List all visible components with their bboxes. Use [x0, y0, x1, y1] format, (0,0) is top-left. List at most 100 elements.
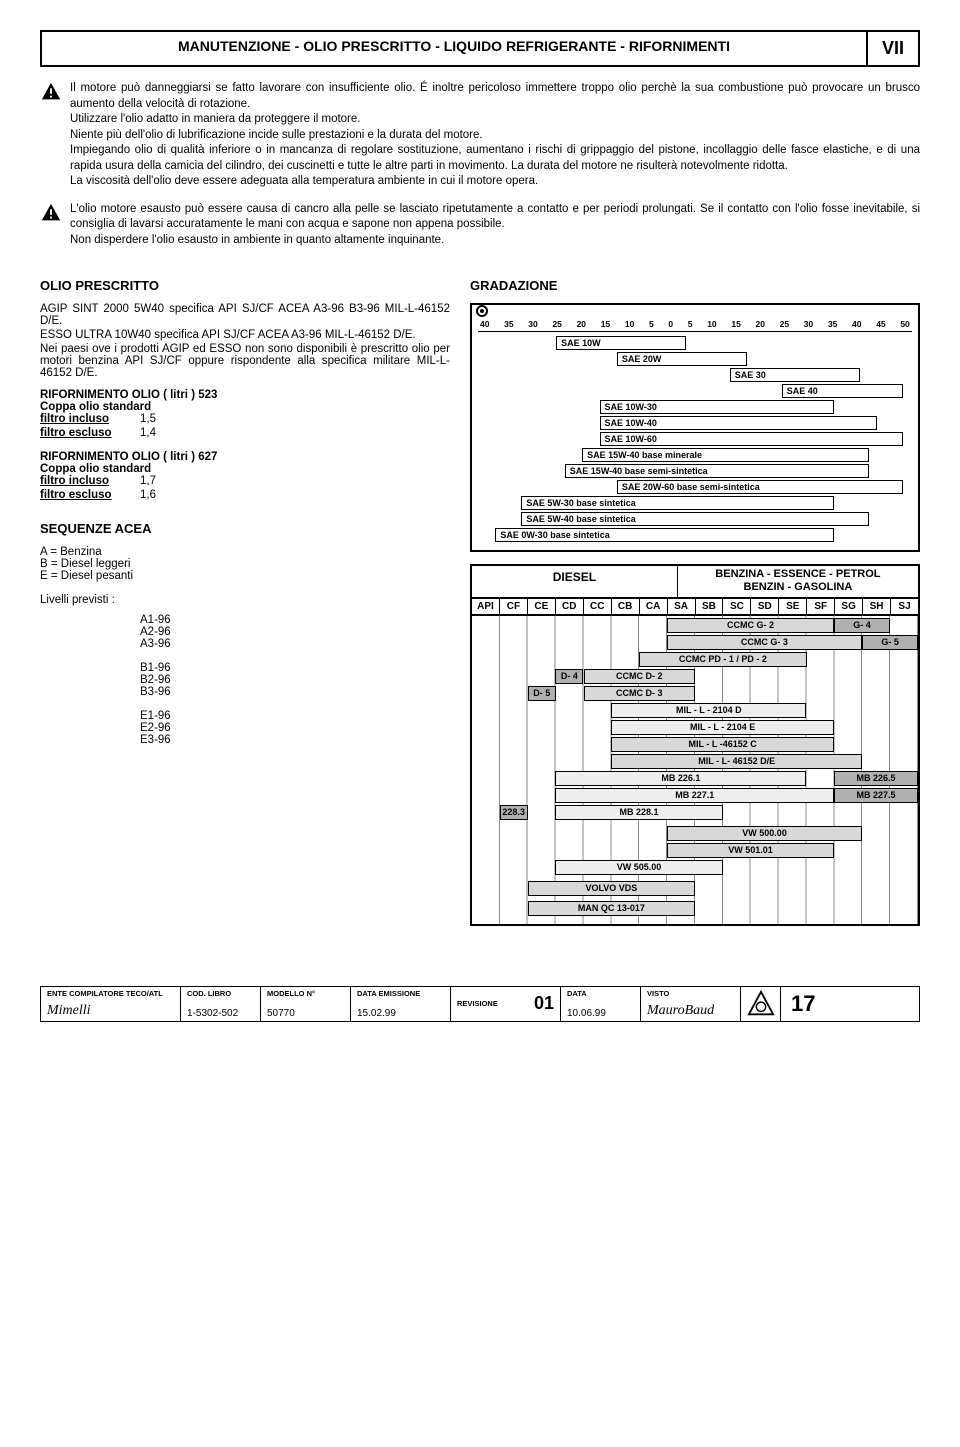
- api-columns: APICFCECDCCCBCASASBSCSDSESFSGSHSJ: [470, 599, 920, 616]
- warning-icon: [40, 81, 70, 190]
- diesel-label: DIESEL: [472, 566, 678, 596]
- warning-text: L'olio motore esausto può essere causa d…: [70, 202, 920, 249]
- api-spec-bar: MIL - L -46152 C: [611, 737, 834, 752]
- gradazione-chart: 40353025201510505101520253035404550 SAE …: [470, 303, 920, 552]
- coppa-627: Coppa olio standard: [40, 463, 450, 475]
- api-spec-bar: CCMC D- 3: [584, 686, 696, 701]
- api-spec-bar: MIL - L- 46152 D/E: [611, 754, 862, 769]
- api-spec-bar: VOLVO VDS: [528, 881, 695, 896]
- acea-legend-line: B = Diesel leggeri: [40, 558, 450, 570]
- acea-level: B1-96: [140, 662, 450, 674]
- api-column-header: SF: [807, 599, 835, 614]
- acea-level: E3-96: [140, 734, 450, 746]
- sae-grade-bar: SAE 0W-30 base sintetica: [495, 528, 834, 542]
- api-spec-bar: MIL - L - 2104 D: [611, 703, 806, 718]
- api-spec-bar: CCMC PD - 1 / PD - 2: [639, 652, 806, 667]
- api-spec-bar: D- 4: [555, 669, 583, 684]
- logo-icon: [747, 990, 775, 1018]
- signature-1: Mimelli: [47, 1003, 174, 1019]
- acea-level: E1-96: [140, 710, 450, 722]
- sae-grade-bar: SAE 5W-40 base sintetica: [521, 512, 868, 526]
- api-column-header: SD: [751, 599, 779, 614]
- gradazione-title: GRADAZIONE: [470, 278, 920, 293]
- api-spec-bar: G- 4: [834, 618, 890, 633]
- oil-para-1: AGIP SINT 2000 5W40 specifica API SJ/CF …: [40, 303, 450, 327]
- api-header: DIESEL BENZINA - ESSENCE - PETROL BENZIN…: [470, 564, 920, 598]
- oil-para-3: Nei paesi ove i prodotti AGIP ed ESSO no…: [40, 343, 450, 379]
- api-spec-bar: MB 227.5: [834, 788, 918, 803]
- sae-grade-bar: SAE 30: [730, 368, 860, 382]
- sae-grade-bar: SAE 40: [782, 384, 904, 398]
- api-spec-bar: MB 226.5: [834, 771, 918, 786]
- refill-523-title: RIFORNIMENTO OLIO ( litri ) 523: [40, 389, 450, 401]
- acea-level: [140, 698, 450, 710]
- acea-level: A1-96: [140, 614, 450, 626]
- signature-2: MauroBaud: [647, 1003, 734, 1019]
- header-title: MANUTENZIONE - OLIO PRESCRITTO - LIQUIDO…: [40, 30, 868, 67]
- refill-627-title: RIFORNIMENTO OLIO ( litri ) 627: [40, 451, 450, 463]
- api-column-header: CA: [640, 599, 668, 614]
- warning-icon: [40, 202, 70, 249]
- warning-block: L'olio motore esausto può essere causa d…: [40, 202, 920, 249]
- livelli-label: Livelli previsti :: [40, 594, 450, 606]
- acea-level: B2-96: [140, 674, 450, 686]
- api-spec-bar: CCMC G- 2: [667, 618, 834, 633]
- page-footer: ENTE COMPILATORE TECO/ATL Mimelli COD. L…: [40, 986, 920, 1022]
- api-column-header: CB: [612, 599, 640, 614]
- page-header: MANUTENZIONE - OLIO PRESCRITTO - LIQUIDO…: [40, 30, 920, 67]
- api-column-header: SH: [863, 599, 891, 614]
- api-spec-bar: MB 228.1: [555, 805, 722, 820]
- sae-grade-bar: SAE 10W-30: [600, 400, 834, 414]
- oil-para-2: ESSO ULTRA 10W40 specifica API SJ/CF ACE…: [40, 329, 450, 341]
- sae-grade-bar: SAE 20W-60 base semi-sintetica: [617, 480, 903, 494]
- api-spec-bar: G- 5: [862, 635, 918, 650]
- sae-grade-bar: SAE 10W-40: [600, 416, 878, 430]
- temperature-axis: 40353025201510505101520253035404550: [478, 319, 912, 332]
- coppa-523: Coppa olio standard: [40, 401, 450, 413]
- api-spec-bar: MB 227.1: [555, 788, 834, 803]
- api-spec-bar: CCMC D- 2: [584, 669, 696, 684]
- acea-level: A2-96: [140, 626, 450, 638]
- api-column-header: CC: [584, 599, 612, 614]
- api-spec-bar: MAN QC 13-017: [528, 901, 695, 916]
- sae-grade-bar: SAE 10W-60: [600, 432, 904, 446]
- petrol-label: BENZINA - ESSENCE - PETROL BENZIN - GASO…: [678, 566, 918, 596]
- api-column-header: CF: [500, 599, 528, 614]
- oil-title: OLIO PRESCRITTO: [40, 278, 450, 293]
- api-column-header: CD: [556, 599, 584, 614]
- sae-grade-bar: SAE 5W-30 base sintetica: [521, 496, 833, 510]
- sae-grade-bar: SAE 10W: [556, 336, 686, 350]
- acea-legend-line: A = Benzina: [40, 546, 450, 558]
- api-column-header: API: [472, 599, 500, 614]
- acea-level: B3-96: [140, 686, 450, 698]
- acea-level: [140, 650, 450, 662]
- api-spec-bar: MB 226.1: [555, 771, 806, 786]
- api-spec-bar: VW 501.01: [667, 843, 834, 858]
- chart-marker-icon: [476, 305, 488, 317]
- api-column-header: CE: [528, 599, 556, 614]
- api-column-header: SB: [696, 599, 724, 614]
- api-spec-bar: MIL - L - 2104 E: [611, 720, 834, 735]
- page-number: 17: [781, 987, 825, 1021]
- acea-legend-line: E = Diesel pesanti: [40, 570, 450, 582]
- sae-grade-bar: SAE 15W-40 base minerale: [582, 448, 868, 462]
- warning-block: Il motore può danneggiarsi se fatto lavo…: [40, 81, 920, 190]
- api-column-header: SE: [779, 599, 807, 614]
- warning-text: Il motore può danneggiarsi se fatto lavo…: [70, 81, 920, 190]
- acea-level: A3-96: [140, 638, 450, 650]
- acea-title: SEQUENZE ACEA: [40, 521, 450, 536]
- api-column-header: SJ: [891, 599, 918, 614]
- section-number: VII: [868, 30, 920, 67]
- api-spec-bar: VW 505.00: [555, 860, 722, 875]
- acea-level: E2-96: [140, 722, 450, 734]
- sae-grade-bar: SAE 15W-40 base semi-sintetica: [565, 464, 869, 478]
- sae-grade-bar: SAE 20W: [617, 352, 747, 366]
- api-spec-bar: CCMC G- 3: [667, 635, 862, 650]
- api-spec-bar: 228.3: [500, 805, 528, 820]
- api-column-header: SA: [668, 599, 696, 614]
- api-spec-chart: CCMC G- 2G- 4 CCMC G- 3G- 5 CCMC PD - 1 / …: [470, 616, 920, 926]
- api-column-header: SG: [835, 599, 863, 614]
- api-spec-bar: VW 500.00: [667, 826, 862, 841]
- api-spec-bar: D- 5: [528, 686, 556, 701]
- api-column-header: SC: [723, 599, 751, 614]
